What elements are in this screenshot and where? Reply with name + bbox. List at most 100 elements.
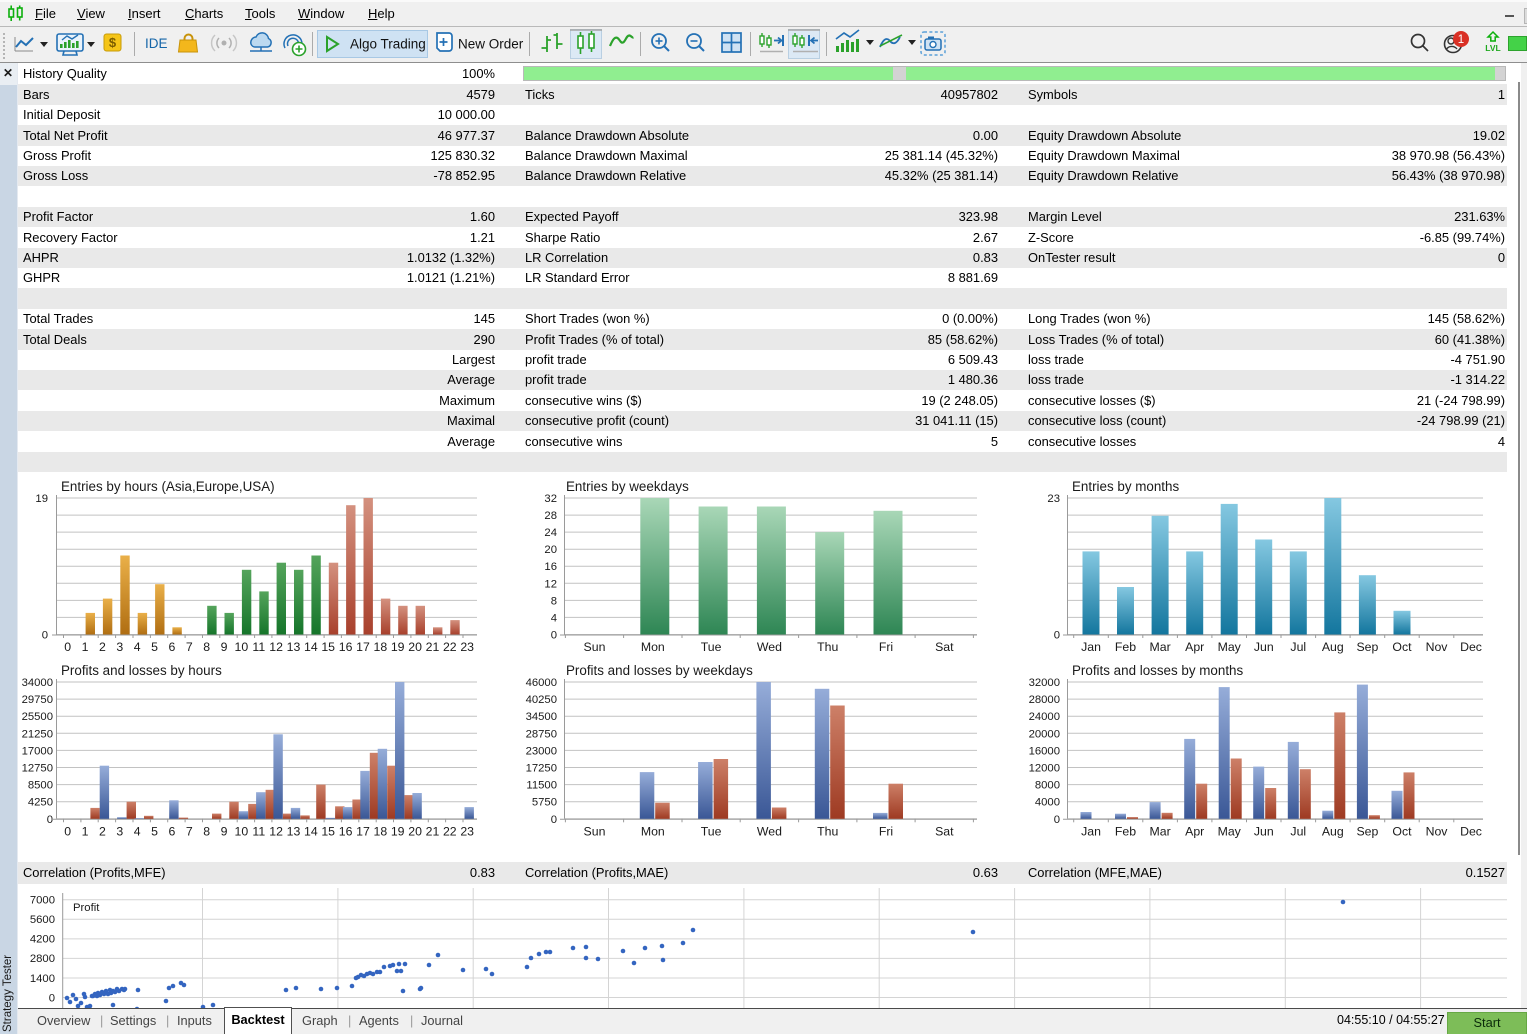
svg-text:Thu: Thu	[817, 640, 838, 654]
svg-text:May: May	[1218, 824, 1242, 838]
svg-text:19: 19	[391, 824, 405, 838]
svg-text:Sat: Sat	[935, 640, 954, 654]
svg-text:Oct: Oct	[1392, 640, 1412, 654]
svg-text:28000: 28000	[1029, 694, 1060, 706]
svg-text:21250: 21250	[22, 728, 53, 740]
svg-text:Feb: Feb	[1115, 824, 1136, 838]
svg-text:5750: 5750	[532, 797, 557, 809]
svg-text:0: 0	[551, 630, 557, 642]
svg-text:3: 3	[116, 640, 123, 654]
svg-text:34000: 34000	[22, 677, 53, 689]
svg-text:24000: 24000	[1029, 711, 1060, 723]
svg-text:21: 21	[426, 640, 440, 654]
svg-text:12000: 12000	[1029, 763, 1060, 775]
svg-text:Jul: Jul	[1290, 640, 1306, 654]
svg-text:17: 17	[356, 824, 370, 838]
svg-text:7: 7	[186, 824, 193, 838]
svg-text:16: 16	[339, 824, 353, 838]
svg-text:32000: 32000	[1029, 677, 1060, 689]
svg-text:22: 22	[443, 824, 457, 838]
svg-text:23: 23	[460, 824, 474, 838]
svg-text:21: 21	[426, 824, 440, 838]
svg-text:28750: 28750	[526, 728, 557, 740]
svg-text:Dec: Dec	[1460, 824, 1482, 838]
svg-text:16000: 16000	[1029, 745, 1060, 757]
svg-text:May: May	[1218, 640, 1242, 654]
svg-text:2800: 2800	[30, 953, 55, 965]
svg-text:2: 2	[99, 824, 106, 838]
svg-text:24: 24	[544, 527, 557, 539]
svg-text:12750: 12750	[22, 763, 53, 775]
svg-text:34500: 34500	[526, 711, 557, 723]
svg-text:Apr: Apr	[1185, 824, 1204, 838]
svg-text:Sep: Sep	[1356, 824, 1378, 838]
svg-text:IDE: IDE	[145, 36, 168, 51]
svg-text:32: 32	[544, 493, 557, 505]
svg-text:5: 5	[151, 640, 158, 654]
svg-text:Entries by months: Entries by months	[1072, 479, 1179, 494]
svg-text:11500: 11500	[526, 780, 557, 792]
svg-text:0: 0	[47, 814, 53, 826]
svg-text:23: 23	[460, 640, 474, 654]
svg-text:17250: 17250	[526, 763, 557, 775]
svg-text:2: 2	[99, 640, 106, 654]
svg-text:19: 19	[35, 493, 48, 505]
svg-text:Tue: Tue	[701, 824, 722, 838]
svg-text:11: 11	[252, 640, 265, 654]
svg-text:Wed: Wed	[757, 640, 782, 654]
svg-text:5600: 5600	[30, 914, 55, 926]
svg-text:0: 0	[64, 824, 71, 838]
svg-text:1: 1	[1458, 34, 1464, 46]
svg-text:Sun: Sun	[584, 640, 606, 654]
svg-text:12: 12	[544, 578, 557, 590]
svg-text:Jun: Jun	[1254, 640, 1274, 654]
svg-text:4: 4	[134, 640, 141, 654]
svg-text:Mar: Mar	[1150, 640, 1171, 654]
svg-text:9: 9	[221, 640, 228, 654]
svg-text:Fri: Fri	[879, 824, 893, 838]
svg-text:0: 0	[551, 814, 557, 826]
svg-text:Thu: Thu	[817, 824, 838, 838]
svg-text:Profits and losses by hours: Profits and losses by hours	[61, 663, 222, 678]
svg-text:8000: 8000	[1035, 780, 1060, 792]
svg-text:5: 5	[151, 824, 158, 838]
svg-text:Mon: Mon	[641, 824, 665, 838]
svg-text:11: 11	[252, 824, 265, 838]
svg-text:1400: 1400	[30, 973, 55, 985]
svg-text:12: 12	[269, 640, 283, 654]
svg-text:8: 8	[203, 640, 210, 654]
svg-text:29750: 29750	[22, 694, 53, 706]
svg-text:Jan: Jan	[1081, 640, 1101, 654]
svg-text:28: 28	[544, 510, 557, 522]
svg-text:13: 13	[287, 824, 301, 838]
svg-text:20000: 20000	[1029, 728, 1060, 740]
svg-text:18: 18	[374, 640, 388, 654]
svg-text:Tue: Tue	[701, 640, 722, 654]
svg-text:25500: 25500	[22, 711, 53, 723]
svg-text:20: 20	[408, 640, 422, 654]
svg-text:Wed: Wed	[757, 824, 782, 838]
svg-text:19: 19	[391, 640, 405, 654]
svg-text:7: 7	[186, 640, 193, 654]
svg-text:14: 14	[304, 824, 318, 838]
svg-text:0: 0	[1054, 814, 1060, 826]
svg-text:1: 1	[82, 640, 89, 654]
svg-text:Jun: Jun	[1254, 824, 1274, 838]
svg-text:Oct: Oct	[1392, 824, 1412, 838]
svg-text:Dec: Dec	[1460, 640, 1482, 654]
svg-text:10: 10	[235, 824, 249, 838]
svg-text:10: 10	[235, 640, 249, 654]
svg-text:8: 8	[551, 595, 557, 607]
svg-text:20: 20	[544, 544, 557, 556]
svg-text:Profit: Profit	[73, 902, 100, 914]
svg-text:4000: 4000	[1035, 797, 1060, 809]
svg-text:3: 3	[116, 824, 123, 838]
svg-text:Jan: Jan	[1081, 824, 1101, 838]
svg-text:Entries by hours (Asia,Europe,: Entries by hours (Asia,Europe,USA)	[61, 479, 275, 494]
svg-text:8: 8	[203, 824, 210, 838]
svg-text:6: 6	[168, 824, 175, 838]
svg-text:Entries by weekdays: Entries by weekdays	[566, 479, 689, 494]
svg-text:Algo Trading: Algo Trading	[350, 37, 426, 52]
svg-text:23000: 23000	[526, 745, 557, 757]
svg-text:0: 0	[1054, 630, 1060, 642]
